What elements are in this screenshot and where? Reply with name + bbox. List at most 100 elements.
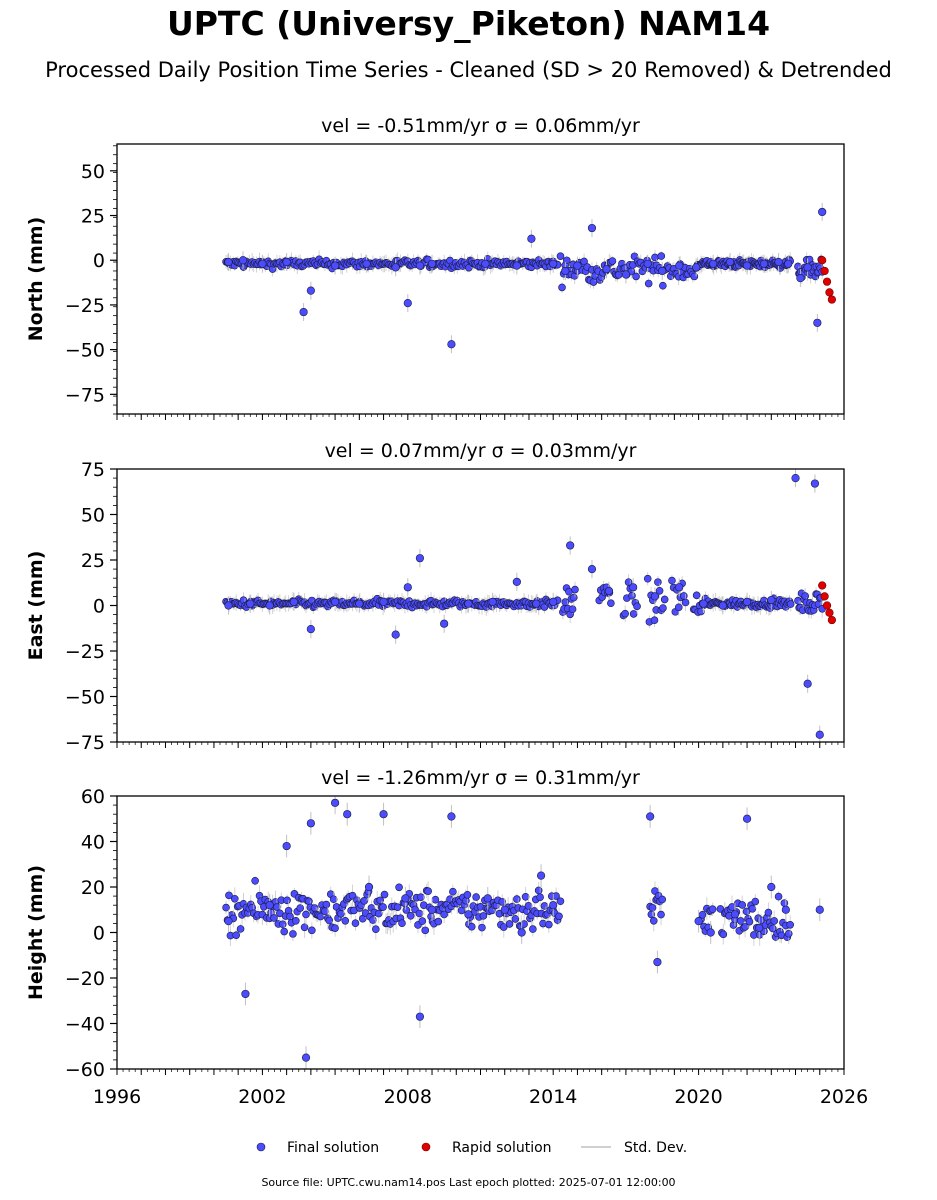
final-point — [555, 912, 563, 921]
final-point — [556, 897, 565, 906]
final-point — [527, 234, 536, 243]
height-panel-title: vel = -1.26mm/yr σ = 0.31mm/yr — [321, 767, 640, 789]
final-point — [741, 923, 749, 931]
final-point — [512, 577, 521, 586]
final-point — [511, 915, 520, 923]
final-point — [499, 923, 508, 931]
final-point — [513, 895, 521, 903]
final-point — [265, 901, 274, 910]
x-tick-label: 1996 — [93, 1086, 141, 1108]
legend-final-label: Final solution — [287, 1140, 379, 1156]
final-point — [472, 893, 480, 901]
final-point — [780, 899, 789, 907]
height-y-axis-label: Height (mm) — [25, 865, 47, 1000]
final-point — [292, 917, 300, 925]
height-data-marks — [224, 796, 824, 1069]
panel-height: 60 40 20 0 −20 −40 −60 1996 2002 2008 2014 2020 2026… — [25, 767, 868, 1108]
final-point — [629, 610, 638, 618]
east-y-axis-label: East (mm) — [25, 551, 47, 661]
final-point — [629, 583, 638, 592]
final-point — [660, 595, 669, 604]
final-point — [709, 259, 718, 268]
final-point — [654, 578, 662, 586]
final-point — [675, 261, 684, 270]
legend-final-marker — [256, 1142, 266, 1152]
final-point — [362, 259, 371, 268]
rapid-point — [818, 256, 827, 265]
final-point — [343, 810, 352, 819]
final-point — [520, 920, 528, 928]
y-tick-label: −50 — [65, 687, 105, 709]
rapid-point — [825, 608, 834, 617]
rapid-point — [818, 581, 827, 590]
rapid-point — [820, 592, 829, 601]
final-point — [764, 908, 773, 917]
panel-east: 75 50 25 0 −25 −50 −75 vel = 0.07mm/yr σ = 0.0… — [25, 440, 845, 754]
final-point — [657, 910, 665, 919]
y-tick-label: −60 — [65, 1059, 105, 1081]
final-point — [770, 917, 779, 925]
final-point — [643, 259, 652, 268]
final-point — [602, 265, 611, 274]
final-point — [803, 679, 812, 688]
final-point — [668, 576, 676, 585]
north-data-marks — [224, 203, 836, 354]
final-point — [648, 903, 657, 912]
figure-title: UPTC (Universy_Piketon) NAM14 — [166, 4, 771, 43]
final-point — [415, 554, 425, 563]
east-data-marks — [224, 469, 836, 742]
final-point — [556, 252, 565, 260]
final-point — [796, 274, 805, 283]
final-point — [232, 931, 241, 939]
final-point — [674, 603, 683, 612]
final-point — [395, 883, 403, 892]
final-point — [536, 893, 544, 901]
final-point — [649, 916, 658, 925]
final-point — [322, 900, 331, 909]
final-point — [331, 798, 340, 807]
y-tick-label: −25 — [65, 641, 105, 663]
final-point — [355, 599, 364, 608]
final-point — [708, 905, 717, 913]
final-point — [331, 597, 340, 606]
final-point — [306, 819, 315, 828]
final-point — [467, 922, 476, 931]
final-point — [418, 917, 427, 925]
final-point — [614, 271, 623, 279]
final-point — [549, 901, 558, 910]
final-point — [524, 902, 533, 910]
final-point — [283, 896, 291, 905]
final-point — [815, 905, 824, 914]
final-point — [644, 279, 653, 288]
final-point — [650, 592, 660, 601]
final-point — [580, 257, 588, 266]
final-point — [573, 261, 582, 270]
final-point — [759, 259, 769, 268]
final-point — [236, 925, 245, 933]
final-point — [447, 340, 456, 349]
final-point — [500, 905, 509, 914]
final-point — [589, 278, 598, 286]
final-point — [529, 925, 537, 933]
final-point — [301, 1053, 311, 1062]
final-point — [224, 917, 233, 926]
final-point — [478, 923, 486, 932]
final-point — [401, 894, 410, 903]
north-ticks: 50 25 0 −25 −50 −75 — [65, 145, 845, 420]
final-point — [784, 259, 793, 268]
final-point — [726, 257, 735, 267]
final-point — [751, 897, 760, 906]
final-point — [781, 905, 790, 914]
east-panel-title: vel = 0.07mm/yr σ = 0.03mm/yr — [325, 440, 637, 462]
final-point — [587, 564, 597, 574]
final-point — [351, 919, 360, 928]
final-point — [282, 257, 291, 267]
final-point — [393, 903, 402, 911]
final-point — [719, 930, 728, 939]
x-tick-label: 2020 — [674, 1086, 722, 1108]
final-point — [440, 910, 448, 919]
final-point — [786, 920, 795, 929]
final-point — [421, 926, 430, 935]
final-point — [379, 810, 388, 819]
y-tick-label: 0 — [93, 596, 105, 618]
